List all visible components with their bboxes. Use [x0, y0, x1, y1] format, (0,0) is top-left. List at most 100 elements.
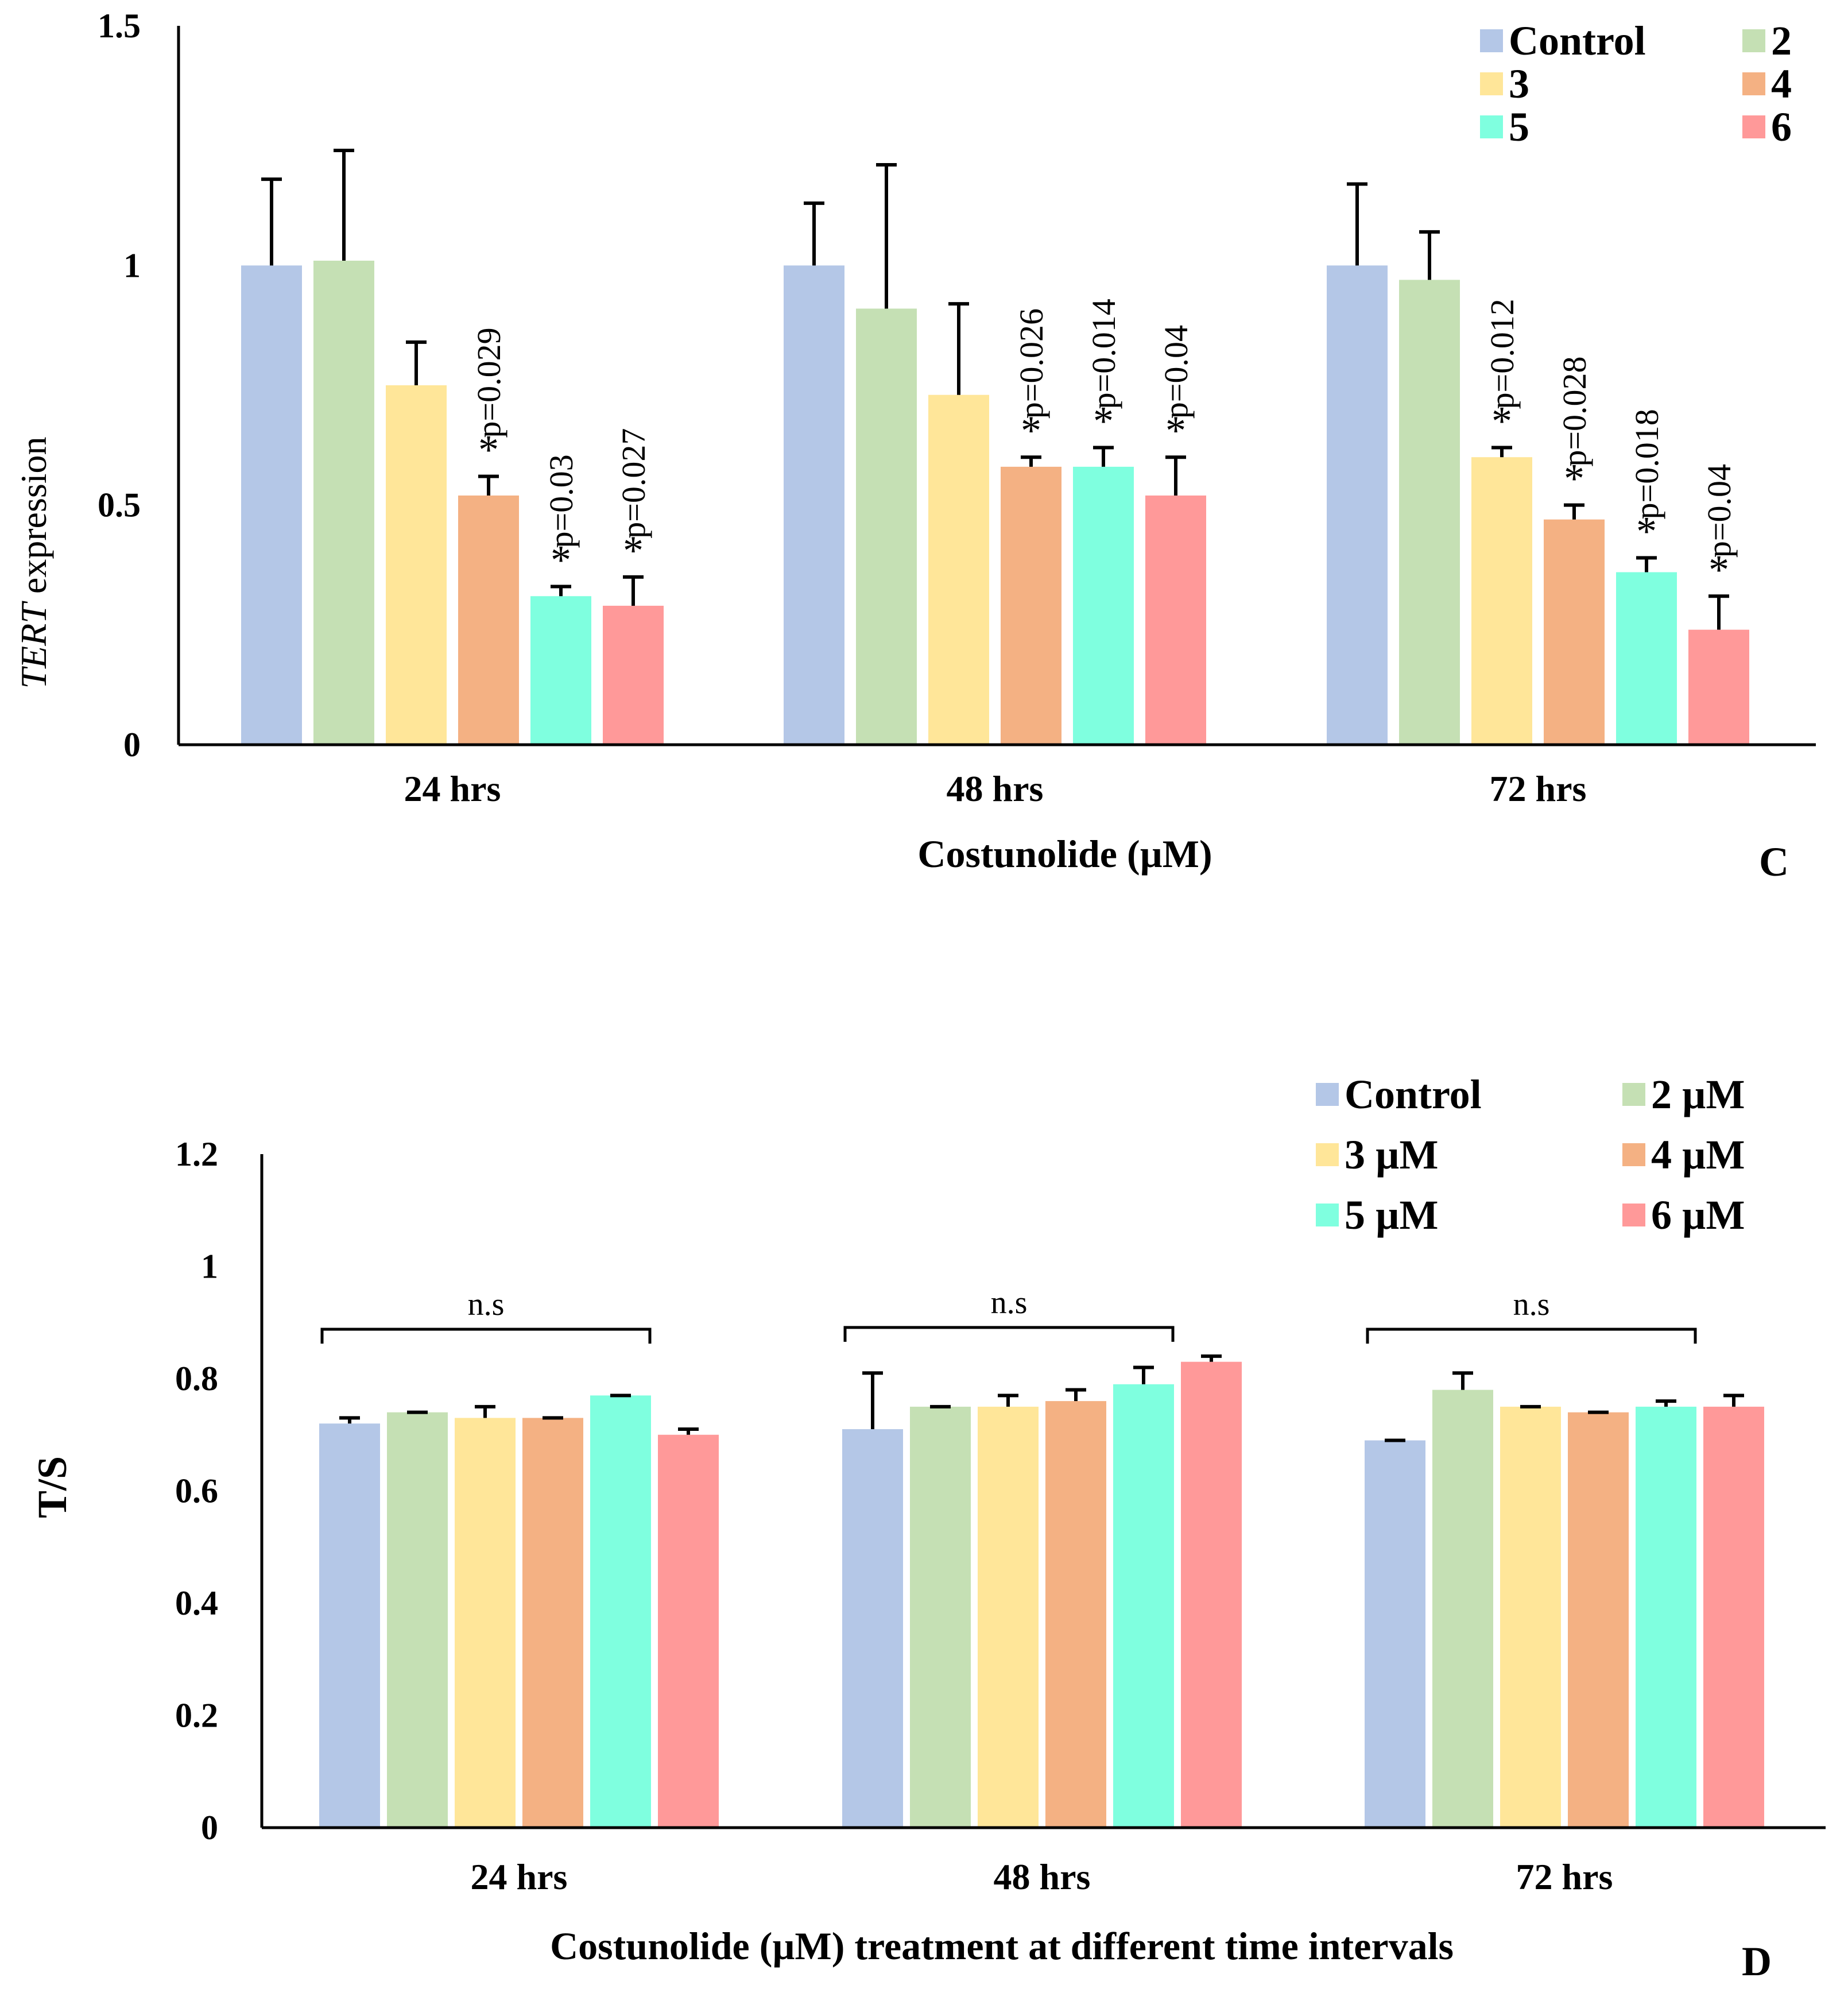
- panel-label-c: C: [1759, 839, 1789, 885]
- category-label: 72 hrs: [1516, 1856, 1613, 1897]
- bar: [1399, 280, 1460, 745]
- y-tick-label: 1.5: [98, 7, 141, 45]
- legend-swatch: [1742, 115, 1765, 138]
- y-tick-label: 1.2: [175, 1135, 218, 1173]
- legend-swatch: [1480, 29, 1503, 52]
- category-label: 48 hrs: [994, 1856, 1091, 1897]
- bar: [1145, 495, 1206, 745]
- legend-label: 3 µM: [1345, 1132, 1438, 1178]
- category-labels-c: 24 hrs 48 hrs 72 hrs: [404, 768, 1587, 809]
- category-labels-d: 24 hrs 48 hrs 72 hrs: [471, 1856, 1613, 1897]
- annotations-c: *p=0.029*p=0.03*p=0.027 *p=0.026*p=0.014*…: [470, 299, 1738, 593]
- bar: [530, 596, 591, 745]
- legend-swatch: [1622, 1204, 1645, 1226]
- bar: [928, 394, 989, 745]
- significance-star: *: [1165, 408, 1186, 454]
- legend-swatch: [1742, 72, 1765, 95]
- p-value-label: p=0.027: [615, 428, 652, 539]
- legend-swatch: [1316, 1083, 1339, 1106]
- legend-swatch: [1316, 1204, 1339, 1226]
- legend-swatch: [1742, 29, 1765, 52]
- bar: [1181, 1361, 1242, 1828]
- bar: [1113, 1384, 1174, 1828]
- bar: [1432, 1390, 1493, 1828]
- legend-label: 4: [1771, 61, 1792, 107]
- bar: [590, 1395, 651, 1828]
- y-tick-label: 0.6: [175, 1472, 218, 1510]
- bar: [856, 308, 917, 745]
- bar: [319, 1423, 380, 1828]
- legend-d: Control 2 µM 3 µM 4 µM 5 µM 6 µM: [1316, 1071, 1745, 1238]
- legend-label: 2: [1771, 18, 1792, 64]
- legend-label: 5 µM: [1345, 1192, 1438, 1238]
- bar: [842, 1429, 903, 1828]
- category-label: 24 hrs: [471, 1856, 568, 1897]
- legend-swatch: [1622, 1083, 1645, 1106]
- annotations-d: n.s n.s n.s: [320, 1285, 1697, 1344]
- legend-swatch: [1622, 1143, 1645, 1166]
- category-label: 48 hrs: [947, 768, 1044, 809]
- legend-label: Control: [1345, 1071, 1482, 1117]
- y-tick-label: 1: [123, 246, 141, 284]
- legend-label: 6 µM: [1651, 1192, 1745, 1238]
- significance-star: *: [1491, 398, 1512, 444]
- bar: [1001, 466, 1061, 745]
- legend-swatch: [1480, 115, 1503, 138]
- legend-label: 4 µM: [1651, 1132, 1745, 1178]
- bar: [910, 1406, 971, 1828]
- p-value-label: p=0.012: [1483, 299, 1521, 409]
- p-value-label: p=0.028: [1556, 356, 1593, 466]
- bar: [1636, 1406, 1696, 1828]
- bar: [1045, 1401, 1106, 1828]
- y-axis-title-c: TERT expression: [13, 436, 54, 688]
- bar: [1073, 466, 1134, 745]
- legend-swatch: [1480, 72, 1503, 95]
- x-axis-title-d: Costunolide (µM) treatment at different …: [550, 1924, 1454, 1968]
- bar: [1500, 1406, 1561, 1828]
- bar: [455, 1418, 516, 1828]
- bars-d: [319, 1354, 1764, 1828]
- p-value-label: p=0.026: [1013, 308, 1050, 419]
- bar: [1327, 265, 1388, 745]
- bar: [522, 1418, 583, 1828]
- y-tick-label: 0.4: [175, 1584, 218, 1622]
- significance-star: *: [1564, 456, 1584, 502]
- chart-panel-d: T/S 0 0.2 0.4 0.6 0.8 1 1.2 n.s n.s n.s 24 hrs 48…: [29, 1071, 1826, 1984]
- significance-star: *: [1636, 508, 1657, 554]
- y-tick-label: 1: [201, 1248, 218, 1286]
- bars-c: [241, 149, 1749, 745]
- bar: [978, 1406, 1039, 1828]
- category-label: 72 hrs: [1490, 768, 1587, 809]
- y-tick-label: 0.5: [98, 486, 141, 524]
- bar: [1688, 629, 1749, 745]
- bar: [1568, 1412, 1629, 1828]
- bar: [241, 265, 302, 745]
- p-value-label: p=0.04: [1700, 464, 1738, 558]
- y-axis-title-rest: expression: [13, 436, 54, 603]
- bar: [1365, 1440, 1425, 1828]
- legend-label: 3: [1509, 61, 1529, 107]
- bar: [1616, 572, 1677, 745]
- y-ticks-d: 0 0.2 0.4 0.6 0.8 1 1.2: [175, 1135, 218, 1847]
- bar: [784, 265, 844, 745]
- significance-star: *: [551, 537, 571, 583]
- legend-c: Control 2 3 4 5 6: [1480, 18, 1792, 150]
- ns-label: n.s: [991, 1285, 1028, 1321]
- panel-label-d: D: [1742, 1938, 1772, 1984]
- bar: [313, 260, 374, 745]
- p-value-label: p=0.014: [1085, 299, 1122, 409]
- legend-label: 2 µM: [1651, 1071, 1745, 1117]
- category-label: 24 hrs: [404, 768, 501, 809]
- p-value-label: p=0.018: [1628, 409, 1665, 519]
- y-ticks-c: 0 0.5 1 1.5: [98, 7, 141, 764]
- significance-star: *: [1021, 408, 1041, 454]
- significance-star: *: [623, 528, 644, 574]
- bar: [658, 1434, 719, 1828]
- bar: [603, 605, 664, 745]
- significance-bracket: [1366, 1328, 1697, 1344]
- ns-label: n.s: [468, 1287, 505, 1322]
- bar: [387, 1412, 448, 1828]
- y-tick-label: 0: [201, 1809, 218, 1847]
- p-value-label: p=0.029: [470, 327, 507, 438]
